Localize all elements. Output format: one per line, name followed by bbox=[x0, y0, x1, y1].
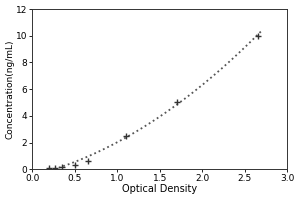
Y-axis label: Concentration(ng/mL): Concentration(ng/mL) bbox=[6, 39, 15, 139]
X-axis label: Optical Density: Optical Density bbox=[122, 184, 197, 194]
